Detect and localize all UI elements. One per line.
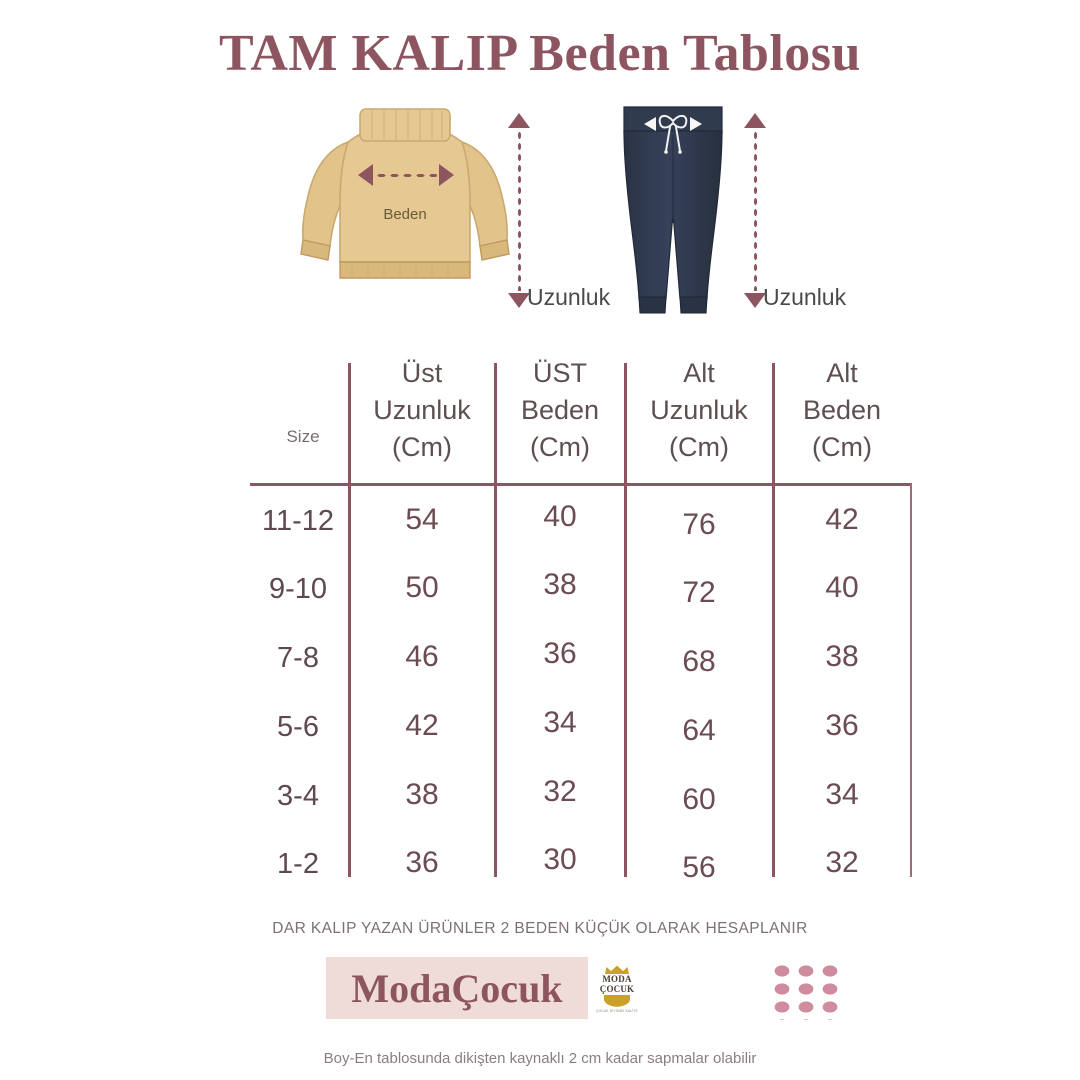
deviation-note: Boy-En tablosunda dikişten kaynaklı 2 cm… <box>323 1050 757 1067</box>
pants-length-measure <box>744 113 766 308</box>
badge-brand-line-2: ÇOCUK <box>599 983 635 994</box>
header-line-3: (Cm) <box>530 432 590 462</box>
table-row: 46 <box>405 640 439 673</box>
arrow-down-icon <box>508 293 530 308</box>
sweater-length-label: Uzunluk <box>527 284 611 310</box>
table-row: 36 <box>405 846 439 879</box>
column-header-ust-uzunluk: Üst Uzunluk (Cm) <box>350 355 494 466</box>
header-line-2: Beden <box>802 395 882 425</box>
column-header-size: Size <box>258 427 348 447</box>
table-row: 54 <box>405 503 439 536</box>
table-row: 11-12 <box>261 505 335 537</box>
column-divider-4 <box>772 363 775 877</box>
pants-length-label: Uzunluk <box>763 284 847 310</box>
column-divider-2 <box>494 363 497 877</box>
table-row: 36 <box>543 637 577 670</box>
header-line-3: (Cm) <box>812 432 872 462</box>
table-row: 42 <box>825 503 859 536</box>
sweater-icon <box>300 108 510 279</box>
illustrations-row: Beden Uzunluk <box>0 95 1080 335</box>
header-line-1: Üst <box>401 358 443 388</box>
brand-badge: MODA ÇOCUK ÇOCUK GİYİMDE KALİTE <box>588 957 646 1019</box>
table-row: 38 <box>825 640 859 673</box>
page-title: TAM KALIP Beden Tablosu <box>219 25 861 82</box>
table-row: 38 <box>405 778 439 811</box>
crown-icon <box>605 965 629 974</box>
table-row: 7-8 <box>277 642 319 674</box>
width-measure-arrow <box>358 164 454 186</box>
table-row: 36 <box>825 709 859 742</box>
table-row: 68 <box>682 645 716 678</box>
badge-brand-line-1: MODA <box>602 974 632 984</box>
column-header-alt-beden: Alt Beden (Cm) <box>774 355 910 466</box>
badge-tagline: ÇOCUK GİYİMDE KALİTE <box>596 1009 638 1013</box>
fit-note: DAR KALIP YAZAN ÜRÜNLER 2 BEDEN KÜÇÜK OL… <box>272 920 808 937</box>
joggers-icon <box>623 106 723 314</box>
sweater-illustration: Beden <box>300 100 510 295</box>
shield-icon <box>604 995 630 1007</box>
table-row: 40 <box>543 500 577 533</box>
table-row: 1-2 <box>277 848 319 880</box>
decorative-dot-grid <box>770 962 846 1020</box>
table-row: 76 <box>682 508 716 541</box>
table-header-rule <box>250 483 912 486</box>
table-row: 42 <box>405 709 439 742</box>
sweater-length-measure <box>508 113 530 308</box>
header-line-1: ÜST <box>533 358 587 388</box>
pants-illustration <box>618 103 728 318</box>
header-line-1: Alt <box>826 358 858 388</box>
table-row: 64 <box>682 714 716 747</box>
header-line-2: Uzunluk <box>650 395 748 425</box>
table-row: 56 <box>682 851 716 884</box>
table-row: 72 <box>682 576 716 609</box>
table-right-edge <box>910 483 912 877</box>
header-line-1: Size <box>286 427 320 446</box>
table-row: 34 <box>543 706 577 739</box>
table-row: 38 <box>543 568 577 601</box>
arrow-up-icon <box>508 113 530 128</box>
column-divider-1 <box>348 363 351 877</box>
column-header-alt-uzunluk: Alt Uzunluk (Cm) <box>626 355 772 466</box>
table-row: 9-10 <box>268 573 328 605</box>
header-line-1: Alt <box>683 358 715 388</box>
sweater-width-label: Beden <box>383 206 427 223</box>
arrow-up-icon <box>744 113 766 128</box>
column-divider-3 <box>624 363 627 877</box>
brand-name: ModaÇocuk <box>351 965 563 1011</box>
table-row: 5-6 <box>277 711 319 743</box>
table-row: 34 <box>825 778 859 811</box>
header-line-3: (Cm) <box>392 432 452 462</box>
header-line-2: Uzunluk <box>373 395 471 425</box>
header-line-2: Beden <box>520 395 600 425</box>
table-row: 60 <box>682 783 716 816</box>
table-row: 50 <box>405 571 439 604</box>
table-row: 3-4 <box>277 780 319 812</box>
table-row: 30 <box>543 843 577 876</box>
arrow-down-icon <box>744 293 766 308</box>
column-header-ust-beden: ÜST Beden (Cm) <box>496 355 624 466</box>
table-row: 32 <box>825 846 859 879</box>
size-table: Size Üst Uzunluk (Cm) ÜST Beden (Cm) Alt… <box>0 345 1080 890</box>
dotted-line <box>752 130 758 291</box>
header-line-3: (Cm) <box>669 432 729 462</box>
dotted-line <box>516 130 522 291</box>
table-row: 40 <box>825 571 859 604</box>
brand-logo: ModaÇocuk MODA ÇOCUK ÇOCUK GİYİMDE KALİT… <box>326 957 646 1019</box>
table-row: 32 <box>543 775 577 808</box>
